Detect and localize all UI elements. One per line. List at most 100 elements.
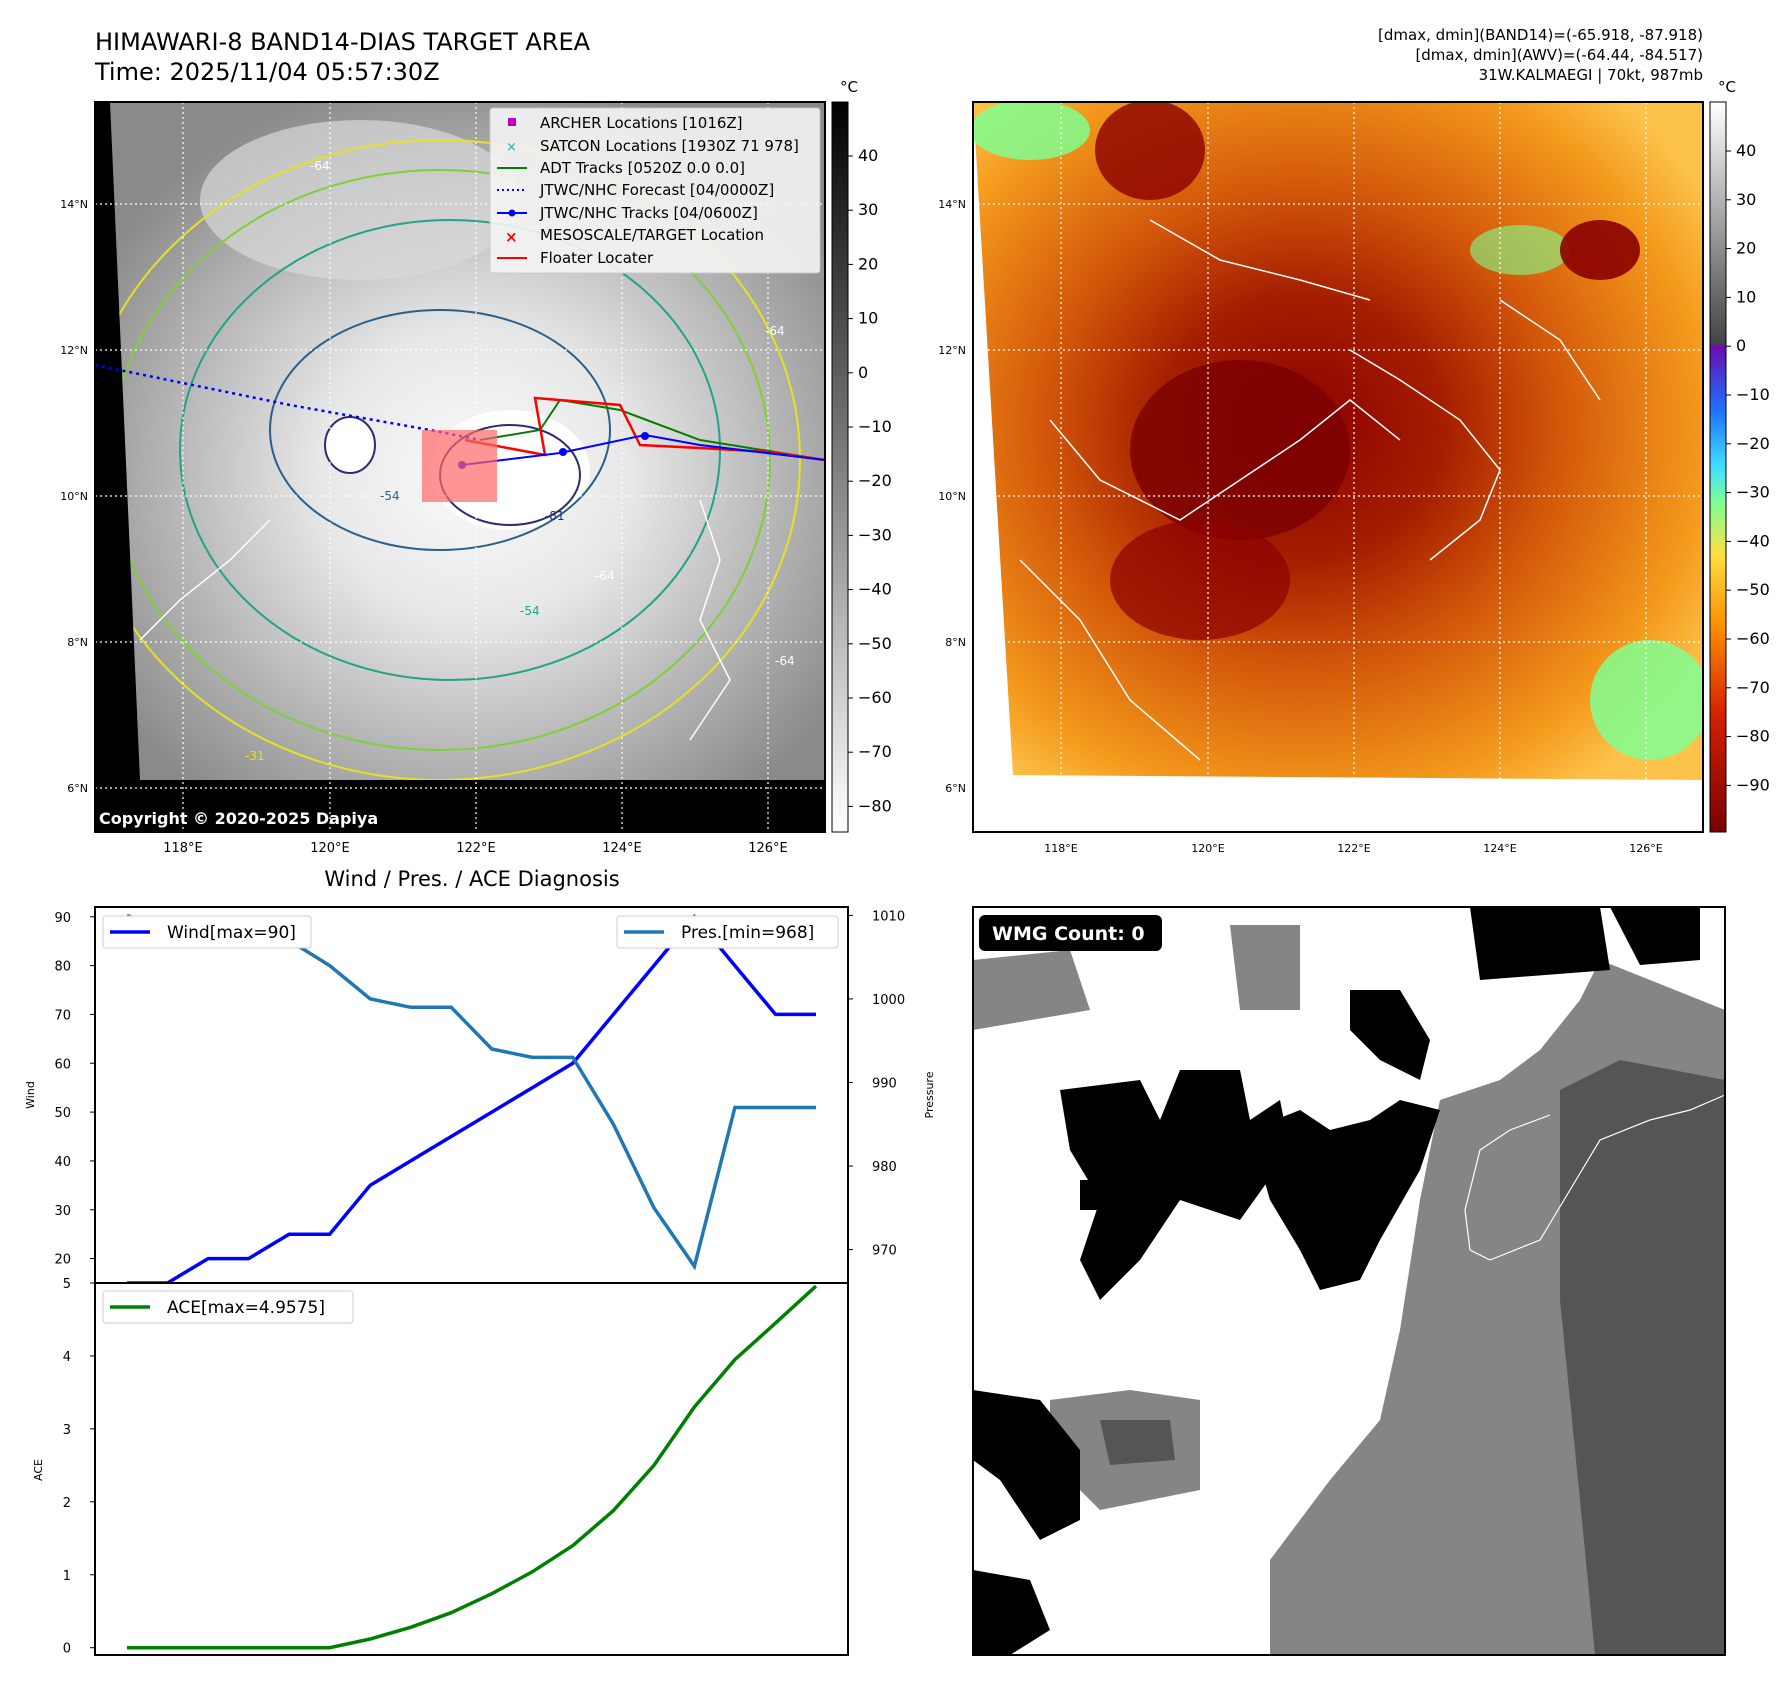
jtwc-track-point bbox=[559, 448, 567, 456]
ace-axis-label: ACE bbox=[32, 1459, 45, 1481]
gray-colorbar-tick-label: 30 bbox=[858, 200, 878, 219]
color-colorbar-tick-label: −80 bbox=[1736, 727, 1770, 746]
wind-axis-tick-label: 50 bbox=[54, 1106, 71, 1121]
lat-tick: 14°N bbox=[60, 198, 88, 211]
lat-tick: 6°N bbox=[945, 782, 966, 795]
lat-tick: 6°N bbox=[67, 782, 88, 795]
lat-tick: 14°N bbox=[938, 198, 966, 211]
ace-axis-tick-label: 5 bbox=[63, 1277, 71, 1292]
left-map-lon-ticks: 118°E 120°E 122°E 124°E 126°E bbox=[163, 841, 788, 856]
coastline bbox=[1464, 1094, 1726, 1261]
wind-axis-label: Wind bbox=[24, 1081, 37, 1109]
ace-axis-tick-label: 4 bbox=[63, 1350, 71, 1365]
wmg-panel: WMG Count: 0 bbox=[972, 906, 1726, 1656]
jtwc-track-point bbox=[641, 432, 649, 440]
legend-label: Floater Locater bbox=[540, 249, 654, 267]
pressure-axis-tick-label: 970 bbox=[872, 1244, 897, 1259]
legend-label: ADT Tracks [0520Z 0.0 0.0] bbox=[540, 159, 745, 177]
pressure-legend: Pres.[min=968] bbox=[616, 915, 839, 949]
lat-tick: 10°N bbox=[938, 490, 966, 503]
color-colorbar-unit: °C bbox=[1718, 78, 1736, 96]
contour-label: -64 bbox=[595, 569, 615, 583]
color-colorbar-tick-label: −40 bbox=[1736, 531, 1770, 550]
lat-tick: 8°N bbox=[67, 636, 88, 649]
color-colorbar-tick-label: 10 bbox=[1736, 287, 1756, 306]
gray-colorbar-tick-label: −10 bbox=[858, 417, 892, 436]
gray-colorbar-tick-label: 10 bbox=[858, 309, 878, 328]
color-colorbar-tick-label: −50 bbox=[1736, 580, 1770, 599]
color-colorbar-tick-label: 20 bbox=[1736, 239, 1756, 258]
lon-tick: 124°E bbox=[602, 841, 642, 856]
ace-axis-tick-label: 1 bbox=[63, 1569, 71, 1584]
lon-tick: 118°E bbox=[163, 841, 203, 856]
ace-series-line bbox=[127, 1284, 818, 1650]
gray-colorbar-tick-label: −50 bbox=[858, 634, 892, 653]
target-area-box bbox=[422, 430, 497, 502]
wmg-count-label: WMG Count: 0 bbox=[992, 923, 1145, 945]
wind-axis-tick-label: 40 bbox=[54, 1155, 71, 1170]
pressure-axis-tick-label: 990 bbox=[872, 1076, 897, 1091]
left-map-lat-ticks: 14°N 12°N 10°N 8°N 6°N bbox=[60, 198, 88, 795]
contour-label: -54 bbox=[380, 489, 400, 503]
gray-colorbar-tick-label: −70 bbox=[858, 742, 892, 761]
color-colorbar-tick-label: −60 bbox=[1736, 629, 1770, 648]
legend-target-icon: × bbox=[505, 228, 518, 246]
wind-axis-tick-label: 60 bbox=[54, 1057, 71, 1072]
gray-colorbar-tick-label: 20 bbox=[858, 254, 878, 273]
right-map-lat-ticks: 14°N 12°N 10°N 8°N 6°N bbox=[938, 198, 966, 795]
pressure-legend-label: Pres.[min=968] bbox=[681, 923, 814, 943]
contour-label: -81 bbox=[545, 509, 565, 523]
color-colorbar-tick-label: −20 bbox=[1736, 434, 1770, 453]
ace-axis-tick-label: 3 bbox=[63, 1423, 71, 1438]
pressure-axis-label: Pressure bbox=[923, 1071, 936, 1118]
legend-archer-icon bbox=[508, 118, 516, 126]
gray-colorbar-tick-label: 0 bbox=[858, 363, 868, 382]
gray-colorbar-tick-label: −40 bbox=[858, 580, 892, 599]
lon-tick: 122°E bbox=[1337, 842, 1370, 855]
lat-tick: 12°N bbox=[60, 344, 88, 357]
gray-colorbar-tick-label: −30 bbox=[858, 525, 892, 544]
lat-tick: 8°N bbox=[945, 636, 966, 649]
color-colorbar-tick-label: 0 bbox=[1736, 336, 1746, 355]
pressure-axis-tick-label: 1010 bbox=[872, 909, 905, 924]
copyright-text: Copyright © 2020-2025 Dapiya bbox=[99, 809, 378, 828]
lon-tick: 122°E bbox=[456, 841, 496, 856]
left-map-frame bbox=[94, 101, 826, 833]
color-colorbar-tick-label: −90 bbox=[1736, 775, 1770, 794]
stats-line-1: [dmax, dmin](BAND14)=(-65.918, -87.918) bbox=[1378, 26, 1703, 44]
gray-colorbar-tick-label: −20 bbox=[858, 471, 892, 490]
legend-label: MESOSCALE/TARGET Location bbox=[540, 226, 764, 244]
stats-line-2: [dmax, dmin](AWV)=(-64.44, -84.517) bbox=[1415, 46, 1703, 64]
wind-axis-tick-label: 80 bbox=[54, 960, 71, 975]
legend-satcon-icon: × bbox=[506, 140, 517, 155]
map-legend: ARCHER Locations [1016Z] × SATCON Locati… bbox=[489, 107, 821, 274]
contour-label: -54 bbox=[520, 604, 540, 618]
gray-colorbar-tick-label: −60 bbox=[858, 688, 892, 707]
contour-label: -64 bbox=[775, 654, 795, 668]
color-colorbar: °C 40 30 20 10 0 −10 −20 −30 −40 −50 −60 −70 −80 −90 bbox=[1709, 78, 1770, 833]
lon-tick: 124°E bbox=[1483, 842, 1516, 855]
color-colorbar-tick-label: −70 bbox=[1736, 678, 1770, 697]
ace-legend: ACE[max=4.9575] bbox=[102, 1290, 354, 1324]
wind-axis-tick-label: 70 bbox=[54, 1008, 71, 1023]
legend-label: JTWC/NHC Forecast [04/0000Z] bbox=[539, 181, 774, 199]
color-colorbar-tick-label: −10 bbox=[1736, 385, 1770, 404]
figure-title: HIMAWARI-8 BAND14-DIAS TARGET AREA bbox=[95, 28, 591, 56]
lon-tick: 118°E bbox=[1044, 842, 1077, 855]
color-colorbar-tick-label: 40 bbox=[1736, 141, 1756, 160]
wind-legend-label: Wind[max=90] bbox=[167, 923, 296, 943]
gray-colorbar-unit: °C bbox=[840, 78, 858, 96]
lat-tick: 10°N bbox=[60, 490, 88, 503]
gray-colorbar-tick-label: −80 bbox=[858, 796, 892, 815]
figure-time: Time: 2025/11/04 05:57:30Z bbox=[94, 58, 440, 86]
diagnosis-title: Wind / Pres. / ACE Diagnosis bbox=[324, 867, 619, 891]
color-colorbar-tick-label: 30 bbox=[1736, 190, 1756, 209]
lon-tick: 120°E bbox=[310, 841, 350, 856]
gray-colorbar: °C 40 30 20 10 0 −10 −20 −30 −40 −50 −60 −70 −80 bbox=[831, 78, 892, 833]
ace-legend-label: ACE[max=4.9575] bbox=[167, 1298, 325, 1318]
ace-panel: ACE 0 1 2 3 4 5 ACE[max=4.9575] bbox=[32, 1277, 849, 1657]
ace-axis-tick-label: 0 bbox=[63, 1642, 71, 1657]
right-map-frame bbox=[972, 101, 1704, 833]
gray-colorbar-tick-label: 40 bbox=[858, 146, 878, 165]
color-colorbar-tick-label: −30 bbox=[1736, 483, 1770, 502]
